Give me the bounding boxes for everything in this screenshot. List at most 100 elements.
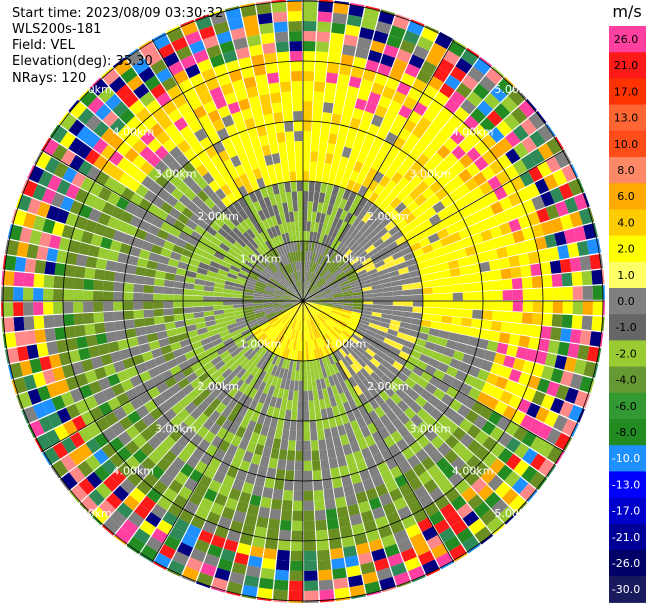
velocity-gate <box>559 258 572 273</box>
velocity-gate <box>164 376 178 389</box>
velocity-gate <box>362 293 373 298</box>
velocity-gate <box>93 432 109 448</box>
velocity-gate <box>549 187 564 204</box>
velocity-gate <box>372 238 384 248</box>
velocity-gate <box>433 472 448 487</box>
velocity-gate <box>272 320 281 328</box>
velocity-gate <box>246 420 257 432</box>
velocity-gate <box>296 330 300 341</box>
velocity-gate <box>329 313 340 319</box>
velocity-gate <box>318 282 328 290</box>
velocity-gate <box>329 281 339 288</box>
velocity-gate <box>346 225 356 237</box>
velocity-gate <box>561 419 578 437</box>
velocity-gate <box>239 357 250 368</box>
velocity-gate <box>281 429 290 441</box>
velocity-gate <box>303 221 307 232</box>
velocity-gate <box>342 189 352 201</box>
velocity-gate <box>317 368 324 380</box>
velocity-gate <box>314 276 322 286</box>
velocity-gate <box>362 413 373 426</box>
velocity-gate <box>331 405 341 417</box>
velocity-gate <box>323 92 335 104</box>
velocity-gate <box>350 363 360 374</box>
velocity-gate <box>363 7 380 21</box>
velocity-gate <box>202 418 215 431</box>
velocity-gate <box>258 392 268 404</box>
velocity-gate <box>459 326 471 336</box>
velocity-gate <box>525 348 538 363</box>
velocity-gate <box>361 447 373 460</box>
velocity-gate <box>472 83 490 100</box>
velocity-gate <box>397 400 410 413</box>
velocity-gate <box>508 255 521 268</box>
velocity-gate <box>448 189 462 203</box>
velocity-gate <box>430 42 447 58</box>
velocity-gate <box>398 350 410 361</box>
velocity-gate <box>303 301 306 311</box>
velocity-gate <box>190 548 207 563</box>
velocity-gate <box>426 334 439 344</box>
velocity-gate <box>196 425 209 439</box>
velocity-gate <box>480 468 497 485</box>
velocity-gate <box>536 110 547 124</box>
velocity-gate <box>521 153 537 171</box>
velocity-gate <box>511 278 523 290</box>
velocity-gate <box>376 378 388 390</box>
velocity-gate <box>152 480 168 496</box>
velocity-gate <box>342 290 353 295</box>
velocity-gate <box>355 328 366 336</box>
velocity-gate <box>332 154 342 166</box>
velocity-gate <box>320 122 331 133</box>
velocity-gate <box>472 282 483 292</box>
velocity-gate <box>445 511 462 527</box>
velocity-gate <box>402 295 413 301</box>
velocity-gate <box>477 100 494 117</box>
velocity-gate <box>476 251 489 263</box>
velocity-gate <box>412 344 425 354</box>
velocity-gate <box>472 378 486 392</box>
velocity-gate <box>306 231 310 242</box>
velocity-gate <box>331 363 340 374</box>
velocity-gate <box>462 192 476 206</box>
velocity-gate <box>347 338 358 348</box>
velocity-gate <box>312 303 323 308</box>
velocity-gate <box>382 286 393 293</box>
velocity-gate <box>107 397 122 411</box>
velocity-gate <box>508 495 526 513</box>
velocity-gate <box>472 301 483 310</box>
velocity-gate <box>438 58 455 74</box>
velocity-gate <box>503 355 516 369</box>
velocity-gate <box>337 73 350 86</box>
velocity-gate <box>490 320 502 332</box>
velocity-gate <box>330 353 338 364</box>
velocity-gate <box>156 457 171 472</box>
velocity-gate <box>278 408 286 420</box>
velocity-gate <box>404 212 416 225</box>
velocity-gate <box>301 301 303 311</box>
velocity-gate <box>303 301 307 311</box>
velocity-gate <box>390 430 403 444</box>
velocity-gate <box>124 440 140 455</box>
velocity-gate <box>434 495 450 511</box>
velocity-gate <box>280 398 288 410</box>
velocity-gate <box>562 286 573 300</box>
velocity-gate <box>171 457 186 471</box>
velocity-gate <box>404 556 421 572</box>
velocity-gate <box>320 182 328 194</box>
velocity-gate <box>442 293 453 301</box>
velocity-gate <box>303 101 313 112</box>
velocity-gate <box>370 357 381 368</box>
velocity-gate <box>140 495 157 512</box>
velocity-gate <box>320 287 331 293</box>
velocity-gate <box>579 330 592 346</box>
velocity-gate <box>321 346 328 357</box>
velocity-gate <box>327 317 337 325</box>
velocity-gate <box>157 401 171 415</box>
velocity-gate <box>210 502 225 516</box>
velocity-gate <box>486 249 499 261</box>
velocity-gate <box>583 223 597 240</box>
velocity-gate <box>303 293 311 301</box>
velocity-gate <box>536 161 552 178</box>
velocity-gate <box>508 369 522 383</box>
